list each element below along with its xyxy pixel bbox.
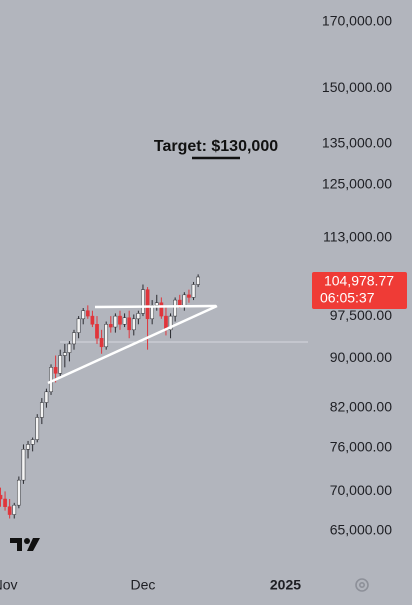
y-tick-label: 82,000.00 (330, 398, 392, 414)
candle-body (76, 318, 81, 333)
candle-body (154, 302, 159, 306)
candle-body (141, 289, 145, 314)
candle-body (99, 338, 104, 348)
candle-body (26, 444, 30, 450)
candle-body (159, 302, 164, 317)
price-label: 104,978.77 (324, 273, 394, 289)
candle-body (0, 494, 3, 500)
y-tick-label: 70,000.00 (330, 482, 392, 498)
candle-body (81, 310, 86, 320)
y-tick-label: 97,500.00 (330, 307, 392, 323)
candles (0, 274, 200, 519)
candle-body (168, 315, 173, 331)
candle-body (104, 324, 109, 348)
candle-body (16, 479, 21, 506)
annotation: Target: $130,000 (154, 138, 278, 155)
y-tick-label: 90,000.00 (330, 349, 392, 365)
candle-body (35, 417, 40, 440)
candle-body (118, 315, 122, 325)
candle-body (85, 310, 90, 317)
candle-body (131, 318, 136, 331)
candle-body (58, 355, 63, 374)
candle-body (21, 449, 26, 481)
candle-body (122, 317, 127, 325)
candle-body (39, 402, 44, 418)
candle-body (62, 352, 67, 356)
x-tick-label: Dec (131, 577, 156, 593)
candle-body (67, 343, 72, 353)
candle-body (72, 332, 76, 345)
candle-body (187, 294, 191, 298)
countdown: 06:05:37 (320, 290, 375, 306)
support-line (47, 304, 218, 385)
price-label-box (312, 271, 407, 309)
candle-body (3, 498, 7, 507)
x-tick-label: 2025 (270, 577, 301, 593)
y-tick-label: 76,000.00 (330, 439, 392, 455)
y-tick-label: 125,000.00 (322, 175, 392, 191)
candle-body (113, 315, 118, 328)
y-tick-label: 65,000.00 (330, 521, 392, 537)
candle-body (145, 289, 150, 320)
candle-body (7, 506, 12, 515)
candle-body (191, 284, 196, 298)
candle-body (177, 299, 182, 306)
y-tick-label: 170,000.00 (322, 13, 392, 29)
candle-body (196, 276, 200, 285)
candle-body (12, 504, 17, 515)
resistance-line (94, 304, 217, 309)
x-tick-label: Nov (0, 577, 18, 593)
y-tick-label: 135,000.00 (322, 135, 392, 151)
candle-body (108, 324, 113, 328)
candle-body (182, 294, 187, 306)
candle-body (95, 324, 99, 339)
candle-body (173, 299, 177, 317)
candle-body (127, 317, 132, 331)
candle-body (49, 367, 53, 393)
settings-icon[interactable] (355, 578, 369, 592)
y-tick-label: 150,000.00 (322, 79, 392, 95)
y-tick-label: 113,000.00 (323, 229, 392, 245)
candle-body (90, 315, 95, 325)
tradingview-logo (10, 538, 40, 551)
candle-body (53, 367, 58, 374)
candle-body (136, 313, 141, 320)
candle-body (30, 439, 35, 445)
candle-body (44, 391, 49, 403)
